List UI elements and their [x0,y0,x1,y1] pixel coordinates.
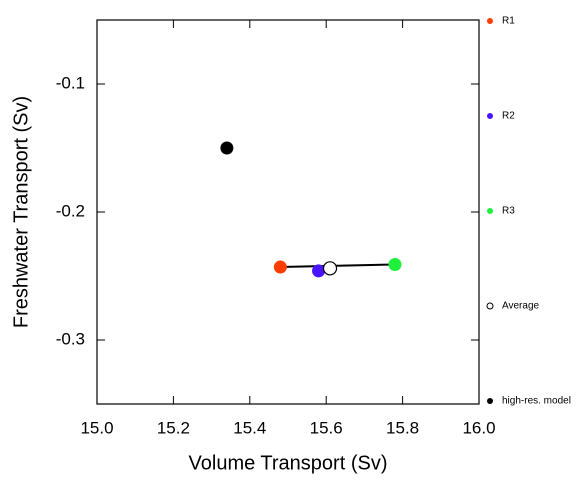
plot-frame [96,19,480,405]
legend-marker [487,398,493,404]
y-axis-title: Freshwater Transport (Sv) [10,96,32,328]
legend-label: R3 [502,206,515,217]
x-axis-title: Volume Transport (Sv) [189,452,388,474]
point [220,141,234,155]
ensemble-line [280,263,395,269]
x-tick-label: 15.0 [80,418,113,437]
legend-label: R1 [502,16,515,27]
legend-marker [487,113,493,119]
y-tick-label: -0.2 [56,201,85,220]
legend-marker [487,18,493,24]
legend-marker [486,302,494,310]
point [388,257,402,271]
x-tick-label: 15.2 [157,418,190,437]
legend-marker [487,208,493,214]
x-tick-label: 15.4 [233,418,266,437]
x-tick-label: 15.6 [310,418,343,437]
x-tick-label: 16.0 [462,418,495,437]
point [312,264,326,278]
legend-label: R2 [502,111,515,122]
y-tick-label: -0.3 [56,329,85,348]
legend-label: Average [502,301,540,312]
point [273,260,287,274]
x-tick-label: 15.8 [386,418,419,437]
y-tick-label: -0.1 [56,73,85,92]
legend-label: high-res. model [502,396,571,407]
point [322,261,338,276]
